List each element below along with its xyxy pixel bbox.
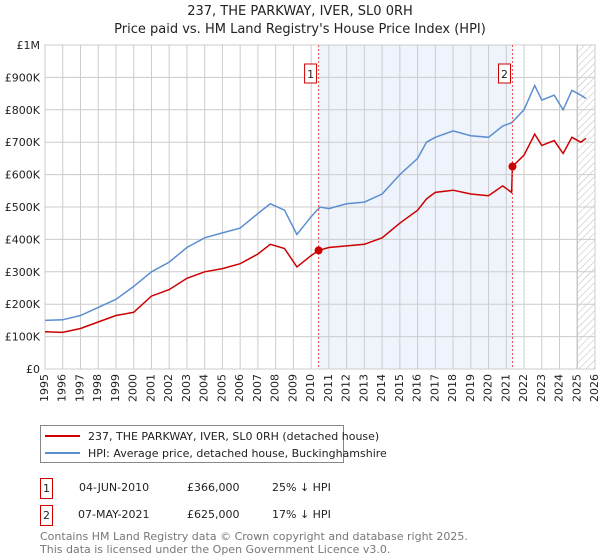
sale-row-2: 2 07-MAY-2021 £625,000 17% ↓ HPI (40, 505, 540, 527)
y-tick-label: £200K (5, 298, 41, 311)
x-tick-label: 2023 (535, 374, 548, 402)
x-tick-label: 2005 (215, 374, 228, 402)
legend-swatch-red (45, 435, 80, 437)
y-tick-label: £0 (26, 363, 40, 376)
legend-item-hpi: HPI: Average price, detached house, Buck… (45, 445, 387, 461)
hpi-line (44, 83, 587, 322)
x-tick-label: 2006 (233, 374, 246, 402)
x-tick-label: 1998 (91, 374, 104, 402)
x-tick-label: 2010 (304, 374, 317, 402)
x-tick-label: 1996 (56, 374, 69, 402)
y-tick-label: £300K (5, 266, 41, 279)
sale-point (508, 162, 517, 171)
legend-swatch-blue (45, 452, 80, 454)
x-tick-label: 2008 (269, 374, 282, 402)
legend-label: HPI: Average price, detached house, Buck… (88, 446, 387, 460)
y-tick-label: £1M (17, 39, 41, 52)
sale-point (314, 246, 323, 255)
property-price-line (44, 132, 587, 334)
x-tick-label: 2014 (375, 374, 388, 402)
x-tick-label: 2021 (499, 374, 512, 402)
x-tick-label: 2026 (588, 374, 600, 402)
x-tick-label: 2001 (144, 374, 157, 402)
x-tick-label: 1997 (73, 374, 86, 402)
sale-price: £625,000 (187, 508, 240, 521)
footer: Contains HM Land Registry data © Crown c… (40, 530, 468, 556)
x-tick-label: 2013 (357, 374, 370, 402)
sale-badge: 1 (40, 478, 53, 499)
footer-licence: This data is licensed under the Open Gov… (40, 543, 391, 556)
sale-marker-badge (304, 63, 318, 84)
sale-marker-label: 1 (307, 68, 314, 81)
x-tick-label: 2017 (428, 374, 441, 402)
x-tick-label: 2003 (180, 374, 193, 402)
price-chart: 1 2 1995 1996 1997 1998 1999 2000 2001 2002 2003 20… (5, 39, 600, 402)
x-tick-label: 2015 (393, 374, 406, 402)
y-tick-label: £600K (5, 169, 41, 182)
x-tick-label: 2004 (198, 374, 211, 402)
x-tick-label: 2024 (553, 374, 566, 402)
sale-badge: 2 (40, 505, 53, 526)
x-tick-label: 2007 (251, 374, 264, 402)
sale-marker-badge (498, 63, 511, 84)
sale-row-1: 1 04-JUN-2010 £366,000 25% ↓ HPI (40, 478, 540, 500)
sale-delta: 17% ↓ HPI (272, 508, 331, 521)
y-tick-label: £500K (5, 201, 41, 214)
sale-marker-label: 2 (501, 68, 508, 81)
sale-date: 04-JUN-2010 (79, 481, 150, 494)
x-tick-label: 2000 (127, 374, 140, 402)
x-tick-label: 1999 (109, 374, 122, 402)
x-tick-label: 2018 (446, 374, 459, 402)
x-tick-label: 2025 (570, 374, 583, 402)
x-tick-label: 2020 (482, 374, 495, 402)
y-tick-label: £400K (5, 233, 41, 246)
x-tick-label: 2022 (517, 374, 530, 402)
chart-subtitle: Price paid vs. HM Land Registry's House … (114, 22, 486, 37)
chart-title: 237, THE PARKWAY, IVER, SL0 0RH (187, 4, 413, 19)
x-tick-label: 2002 (162, 374, 175, 402)
legend-item-property: 237, THE PARKWAY, IVER, SL0 0RH (detache… (45, 428, 379, 444)
sale-price: £366,000 (187, 481, 240, 494)
y-tick-label: £900K (5, 71, 41, 84)
footer-copyright: Contains HM Land Registry data © Crown c… (40, 530, 468, 543)
y-tick-label: £700K (5, 136, 41, 149)
sale-date: 07-MAY-2021 (78, 508, 150, 521)
x-tick-label: 2012 (340, 374, 353, 402)
x-tick-label: 2009 (286, 374, 299, 402)
sale-delta: 25% ↓ HPI (272, 481, 331, 494)
x-tick-label: 2011 (322, 374, 335, 402)
y-tick-label: £100K (5, 331, 41, 344)
x-tick-label: 2019 (464, 374, 477, 402)
x-tick-label: 2016 (411, 374, 424, 402)
x-tick-label: 1995 (38, 374, 51, 402)
y-tick-label: £800K (5, 104, 41, 117)
legend: 237, THE PARKWAY, IVER, SL0 0RH (detache… (40, 425, 387, 463)
legend-label: 237, THE PARKWAY, IVER, SL0 0RH (detache… (88, 429, 380, 443)
